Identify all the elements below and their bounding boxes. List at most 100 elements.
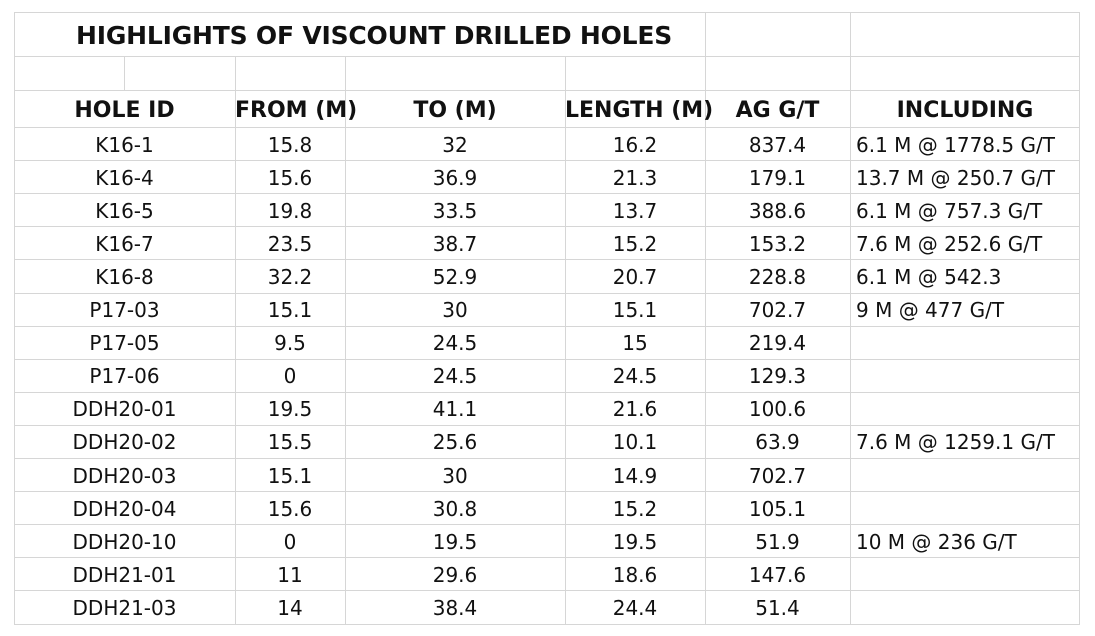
table-cell-hole-id: P17-03 <box>89 298 160 323</box>
grid-line-horizontal <box>14 12 1080 13</box>
column-header-hole-id: HOLE ID <box>74 98 175 123</box>
table-cell-to: 24.5 <box>432 331 478 356</box>
grid-line-vertical <box>850 12 851 624</box>
table-cell-to: 30 <box>442 463 468 488</box>
table-cell-from: 19.5 <box>267 397 313 422</box>
table-cell-hole-id: K16-5 <box>95 198 154 223</box>
table-cell-hole-id: P17-06 <box>89 364 160 389</box>
table-cell-ag: 153.2 <box>748 231 807 256</box>
table-cell-hole-id: DDH20-04 <box>72 496 177 521</box>
grid-line-vertical <box>124 56 125 90</box>
table-cell-length: 18.6 <box>612 562 658 587</box>
table-cell-including: 7.6 M @ 252.6 G/T <box>856 231 1043 256</box>
grid-line-horizontal <box>14 590 1080 591</box>
spreadsheet-table: HIGHLIGHTS OF VISCOUNT DRILLED HOLES HOL… <box>14 12 1080 625</box>
table-cell-length: 15.2 <box>612 496 658 521</box>
table-cell-including: 13.7 M @ 250.7 G/T <box>856 165 1055 190</box>
grid-line-horizontal <box>14 193 1080 194</box>
table-cell-to: 33.5 <box>432 198 478 223</box>
column-header-ag: AG G/T <box>735 98 820 123</box>
grid-line-horizontal <box>14 293 1080 294</box>
table-cell-hole-id: DDH20-03 <box>72 463 177 488</box>
table-cell-to: 36.9 <box>432 165 478 190</box>
table-cell-to: 29.6 <box>432 562 478 587</box>
table-cell-to: 38.7 <box>432 231 478 256</box>
table-cell-from: 15.6 <box>267 165 313 190</box>
grid-line-horizontal <box>14 326 1080 327</box>
table-cell-to: 32 <box>442 132 468 157</box>
table-cell-to: 52.9 <box>432 264 478 289</box>
grid-line-horizontal <box>14 557 1080 558</box>
table-cell-length: 16.2 <box>612 132 658 157</box>
sheet-title: HIGHLIGHTS OF VISCOUNT DRILLED HOLES <box>76 21 673 50</box>
table-cell-length: 20.7 <box>612 264 658 289</box>
grid-line-horizontal <box>14 259 1080 260</box>
table-cell-hole-id: DDH20-02 <box>72 430 177 455</box>
table-cell-length: 10.1 <box>612 430 658 455</box>
column-header-including: INCLUDING <box>896 98 1034 123</box>
table-cell-ag: 702.7 <box>748 463 807 488</box>
table-cell-ag: 63.9 <box>755 430 800 455</box>
grid-line-horizontal <box>14 491 1080 492</box>
table-cell-including: 6.1 M @ 1778.5 G/T <box>856 132 1055 157</box>
column-header-to: TO (M) <box>413 98 497 123</box>
table-cell-length: 24.4 <box>612 595 658 620</box>
grid-line-horizontal <box>14 359 1080 360</box>
table-cell-hole-id: P17-05 <box>89 331 160 356</box>
table-cell-ag: 179.1 <box>748 165 807 190</box>
table-cell-ag: 51.9 <box>755 529 800 554</box>
table-cell-length: 19.5 <box>612 529 658 554</box>
table-cell-ag: 147.6 <box>748 562 807 587</box>
table-cell-hole-id: K16-8 <box>95 264 154 289</box>
table-cell-from: 15.8 <box>267 132 313 157</box>
table-cell-from: 9.5 <box>274 331 306 356</box>
table-cell-from: 15.1 <box>267 463 313 488</box>
table-cell-including: 6.1 M @ 757.3 G/T <box>856 198 1043 223</box>
table-cell-length: 21.3 <box>612 165 658 190</box>
table-cell-from: 32.2 <box>267 264 313 289</box>
table-cell-ag: 51.4 <box>755 595 800 620</box>
table-cell-from: 19.8 <box>267 198 313 223</box>
grid-line-vertical <box>565 56 566 624</box>
table-cell-from: 15.1 <box>267 298 313 323</box>
grid-line-horizontal <box>14 127 1080 128</box>
table-cell-to: 41.1 <box>432 397 478 422</box>
table-cell-from: 0 <box>283 529 297 554</box>
grid-line-vertical <box>345 56 346 624</box>
table-cell-from: 23.5 <box>267 231 313 256</box>
grid-line-vertical <box>235 56 236 624</box>
table-cell-ag: 105.1 <box>748 496 807 521</box>
table-cell-including: 10 M @ 236 G/T <box>856 529 1017 554</box>
table-cell-ag: 388.6 <box>748 198 807 223</box>
grid-line-horizontal <box>14 624 1080 625</box>
column-header-from: FROM (M) <box>235 98 358 123</box>
grid-line-horizontal <box>14 425 1080 426</box>
grid-line-vertical <box>1079 12 1080 624</box>
table-cell-hole-id: K16-4 <box>95 165 154 190</box>
table-cell-hole-id: DDH20-10 <box>72 529 177 554</box>
grid-line-horizontal <box>14 160 1080 161</box>
table-cell-including: 6.1 M @ 542.3 <box>856 264 1002 289</box>
table-cell-to: 30.8 <box>432 496 478 521</box>
table-cell-hole-id: K16-7 <box>95 231 154 256</box>
grid-line-horizontal <box>14 56 1080 57</box>
table-cell-length: 15.2 <box>612 231 658 256</box>
table-cell-length: 13.7 <box>612 198 658 223</box>
table-cell-ag: 129.3 <box>748 364 807 389</box>
table-cell-to: 38.4 <box>432 595 478 620</box>
table-cell-length: 15.1 <box>612 298 658 323</box>
table-cell-ag: 702.7 <box>748 298 807 323</box>
table-cell-ag: 219.4 <box>748 331 807 356</box>
table-cell-to: 25.6 <box>432 430 478 455</box>
table-cell-ag: 100.6 <box>748 397 807 422</box>
table-cell-length: 21.6 <box>612 397 658 422</box>
table-cell-from: 14 <box>277 595 303 620</box>
table-cell-to: 24.5 <box>432 364 478 389</box>
table-cell-ag: 228.8 <box>748 264 807 289</box>
table-cell-length: 15 <box>622 331 648 356</box>
table-cell-including: 9 M @ 477 G/T <box>856 298 1005 323</box>
table-cell-hole-id: DDH20-01 <box>72 397 177 422</box>
table-cell-to: 30 <box>442 298 468 323</box>
table-cell-ag: 837.4 <box>748 132 807 157</box>
table-cell-hole-id: DDH21-01 <box>72 562 177 587</box>
